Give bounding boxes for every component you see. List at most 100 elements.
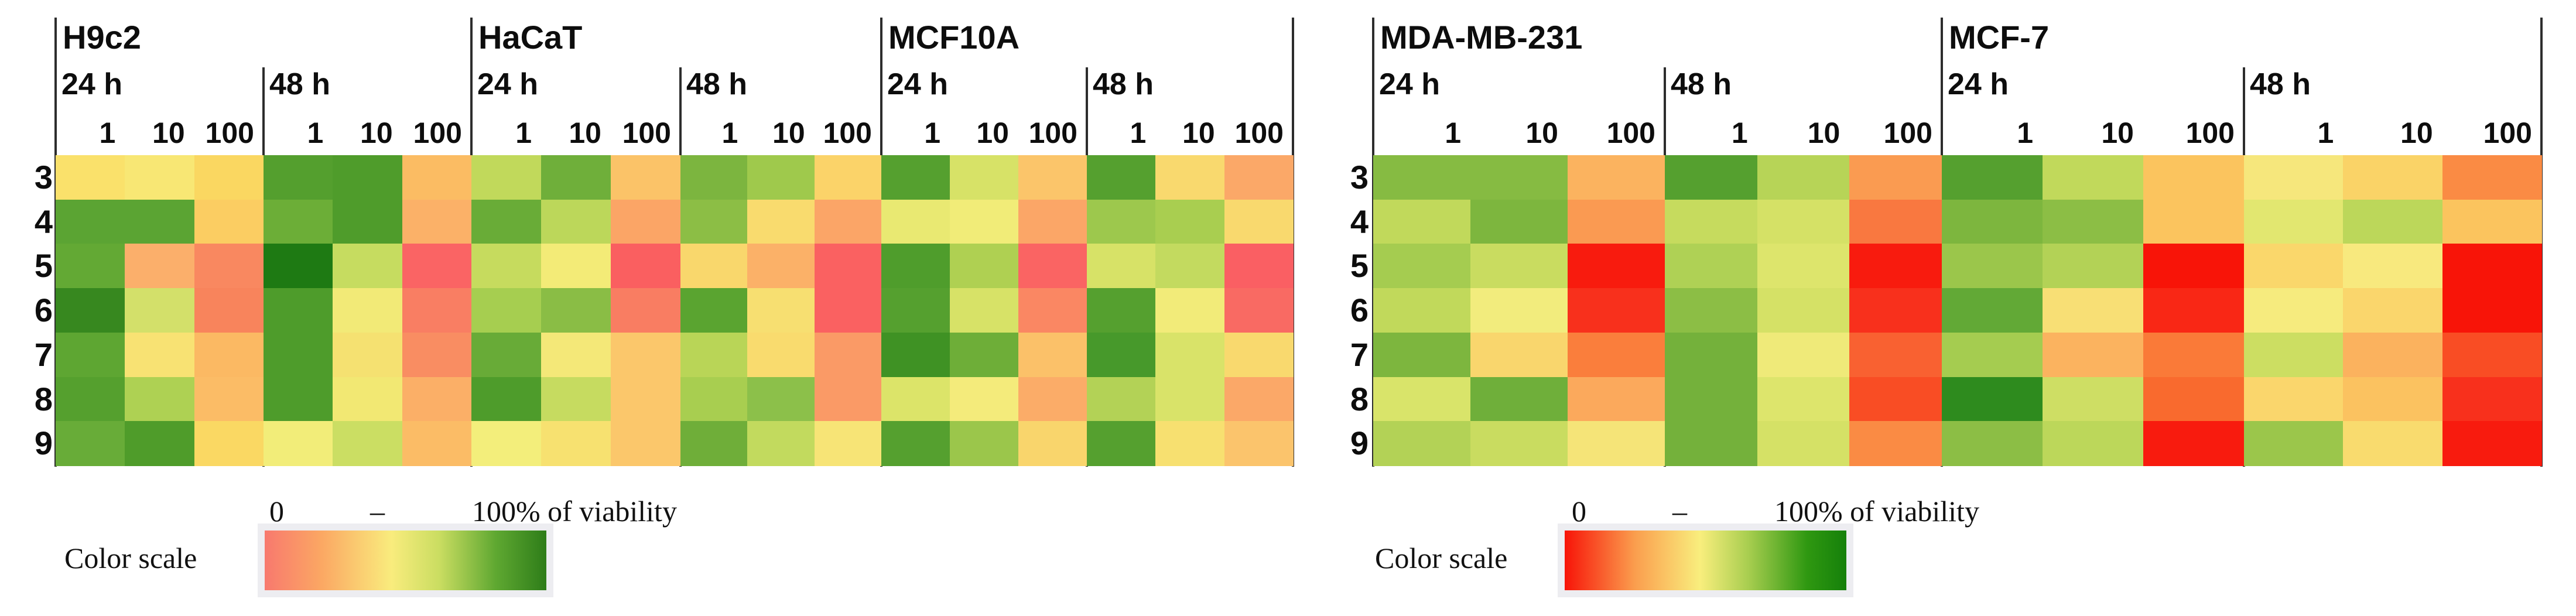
- heatmap-cell: [1373, 332, 1471, 378]
- heatmap-cell: [2442, 155, 2542, 200]
- heatmap-cell: [402, 155, 472, 200]
- heatmap-cell: [2043, 421, 2144, 466]
- heatmap-cell: [1018, 288, 1087, 333]
- heatmap-cell: [2043, 377, 2144, 422]
- concentration-label: 1: [307, 117, 324, 149]
- heatmap-cell: [541, 244, 611, 289]
- heatmap-cell: [471, 377, 542, 422]
- legend-dash: –: [1672, 495, 1687, 528]
- heatmap-cell: [1757, 155, 1850, 200]
- heatmap-cell: [1373, 199, 1471, 245]
- heatmap-cell: [1757, 244, 1850, 289]
- heatmap-cell: [814, 332, 882, 378]
- heatmap-cell: [1849, 421, 1942, 466]
- heatmap-cell: [2244, 377, 2344, 422]
- heatmap-cell: [541, 199, 611, 245]
- row-label: 3: [1350, 159, 1369, 196]
- heatmap-cell: [1155, 332, 1225, 378]
- heatmap-cell: [680, 244, 748, 289]
- heatmap-cell: [402, 244, 472, 289]
- heatmap-cell: [881, 332, 950, 378]
- heatmap-cell: [1849, 288, 1942, 333]
- heatmap-cell: [541, 288, 611, 333]
- heatmap-cell: [611, 332, 681, 378]
- legend-zero-label: 0: [1572, 495, 1586, 528]
- concentration-label: 10: [1807, 117, 1841, 149]
- heatmap-cell: [1568, 421, 1665, 466]
- heatmap-cell: [1849, 199, 1942, 245]
- heatmap-cell: [2244, 155, 2344, 200]
- concentration-label: 1: [1731, 117, 1748, 149]
- heatmap-cell: [264, 332, 334, 378]
- heatmap-cell: [680, 199, 748, 245]
- row-label: 7: [1350, 336, 1369, 373]
- heatmap-cell: [56, 288, 126, 333]
- timepoint-label: 24 h: [1948, 67, 2009, 101]
- heatmap-cell: [1568, 288, 1665, 333]
- row-label: 8: [34, 380, 53, 417]
- heatmap-cell: [541, 155, 611, 200]
- timepoint-label: 24 h: [61, 67, 123, 101]
- cell-line-title: MCF-7: [1949, 19, 2050, 56]
- heatmap-cell: [1470, 332, 1568, 378]
- heatmap-cell: [1224, 421, 1294, 466]
- heatmap-cell: [2442, 377, 2542, 422]
- heatmap-cell: [1087, 244, 1157, 289]
- heatmap-cell: [680, 155, 748, 200]
- concentration-label: 100: [2185, 117, 2235, 149]
- heatmap-cell: [747, 377, 815, 422]
- heatmap-cell: [471, 332, 542, 378]
- heatmap-cell: [611, 288, 681, 333]
- row-label: 3: [34, 159, 53, 196]
- heatmap-cell: [333, 244, 403, 289]
- heatmap-cell: [1224, 199, 1294, 245]
- heatmap-cell: [1087, 377, 1157, 422]
- concentration-label: 1: [924, 117, 940, 149]
- row-label: 9: [34, 425, 53, 462]
- heatmap-cell: [2343, 244, 2443, 289]
- heatmap-cell: [2043, 155, 2144, 200]
- legend-gradient-frame: [258, 523, 553, 597]
- heatmap-cell: [2143, 199, 2245, 245]
- heatmap-cell: [125, 421, 195, 466]
- heatmap-cell: [56, 332, 126, 378]
- heatmap-cell: [194, 244, 264, 289]
- heatmap-cell: [881, 288, 950, 333]
- heatmap-cell: [747, 332, 815, 378]
- heatmap-cell: [194, 377, 264, 422]
- heatmap-cell: [471, 288, 542, 333]
- heatmap-cell: [1087, 155, 1157, 200]
- heatmap-cell: [1018, 332, 1087, 378]
- concentration-label: 10: [360, 117, 393, 149]
- heatmap-cell: [881, 377, 950, 422]
- heatmap-cell: [402, 288, 472, 333]
- heatmap-cell: [402, 199, 472, 245]
- heatmap-cell: [471, 155, 542, 200]
- heatmap-cell: [680, 332, 748, 378]
- concentration-label: 100: [1028, 117, 1077, 149]
- heatmap-cell: [264, 155, 334, 200]
- heatmap-cell: [747, 288, 815, 333]
- heatmap-cell: [1849, 155, 1942, 200]
- heatmap-cell: [2442, 244, 2542, 289]
- concentration-label: 10: [976, 117, 1009, 149]
- heatmap-cell: [1470, 244, 1568, 289]
- heatmap-cell: [333, 377, 403, 422]
- heatmap-cell: [471, 421, 542, 466]
- heatmap-cell: [814, 377, 882, 422]
- concentration-label: 100: [2483, 117, 2532, 149]
- row-label: 6: [34, 292, 53, 329]
- heatmap-cell: [56, 244, 126, 289]
- heatmap-cell: [1087, 199, 1157, 245]
- heatmap-cell: [1849, 332, 1942, 378]
- heatmap-cell: [2143, 288, 2245, 333]
- row-label: 9: [1350, 425, 1369, 462]
- heatmap-cell: [814, 421, 882, 466]
- heatmap-cell: [264, 421, 334, 466]
- concentration-label: 100: [1234, 117, 1284, 149]
- heatmap-cell: [1942, 155, 2043, 200]
- heatmap-cell: [125, 377, 195, 422]
- concentration-label: 100: [1883, 117, 1932, 149]
- heatmap-cell: [1470, 155, 1568, 200]
- heatmap-cell: [950, 244, 1019, 289]
